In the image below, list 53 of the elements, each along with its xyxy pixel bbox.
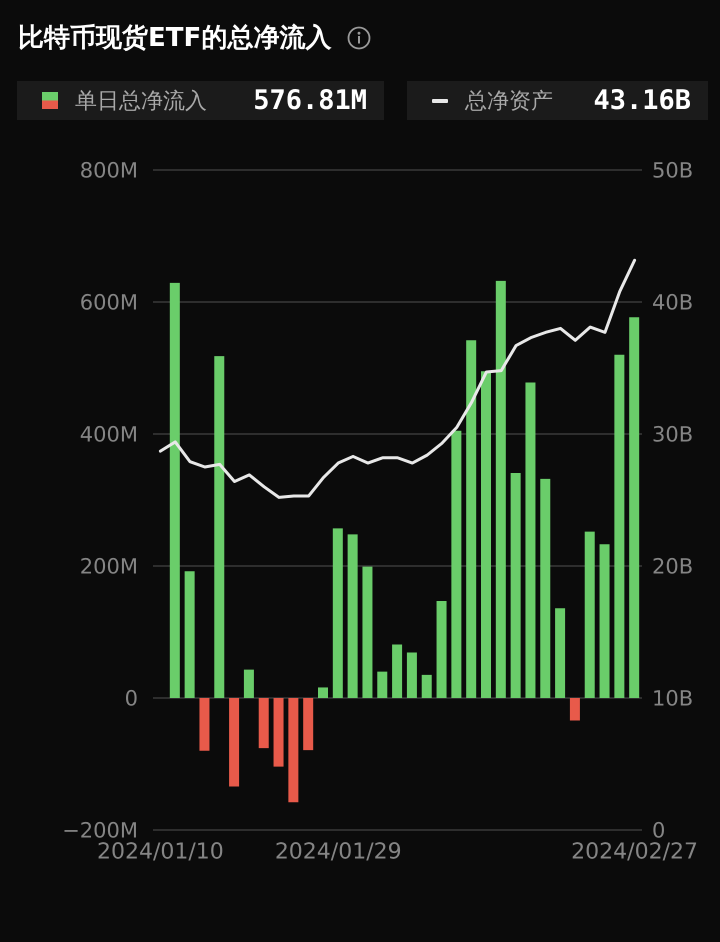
bar [436, 600, 447, 698]
bar [332, 528, 343, 698]
bar [600, 544, 610, 698]
bar [555, 608, 566, 698]
text: 43.16B [593, 85, 691, 116]
bar [406, 652, 417, 698]
bar [496, 280, 506, 698]
bar [422, 674, 432, 698]
bar [214, 356, 224, 698]
y2-tick-label: 50B [652, 158, 694, 182]
y2-tick-label: 30B [652, 422, 694, 446]
bar [258, 698, 269, 748]
y-tick-label: −200M [62, 818, 138, 842]
bar [510, 472, 521, 698]
y2-tick-label: 20B [652, 554, 694, 578]
chart-title: 比特币现货ETF的总净流入 [18, 22, 332, 54]
bar [540, 478, 550, 698]
y-tick-label: 200M [80, 554, 138, 578]
bar [362, 566, 372, 698]
y-tick-label: 600M [80, 290, 138, 314]
bar [199, 698, 210, 751]
y2-tick-label: 40B [652, 290, 694, 314]
bar [629, 317, 640, 698]
y2-tick-label: 10B [652, 686, 694, 710]
bar [451, 430, 462, 698]
bar [288, 698, 298, 802]
y-tick-label: 400M [80, 422, 138, 446]
text: 576.81M [253, 85, 367, 116]
bar [525, 382, 536, 698]
x-tick-label: 2024/01/29 [274, 840, 402, 865]
x-tick-label: 2024/01/10 [97, 840, 224, 865]
bar [229, 698, 240, 786]
legend-label: 单日总净流入 [75, 88, 207, 116]
bar [318, 687, 328, 698]
bar [466, 340, 476, 698]
y-tick-label: 800M [80, 158, 138, 182]
y-tick-label: 0 [124, 686, 138, 710]
bar [481, 371, 491, 698]
bar [274, 698, 284, 767]
legend-label: 总净资产 [465, 88, 553, 116]
bar [570, 698, 580, 720]
bar [170, 282, 180, 698]
line-series [158, 258, 636, 499]
bar [244, 670, 254, 698]
bar [348, 534, 358, 698]
bar [584, 532, 595, 698]
bar [303, 698, 314, 750]
x-tick-label: 2024/02/27 [571, 840, 698, 865]
bar [184, 571, 195, 698]
bar [614, 354, 624, 698]
bar [377, 672, 388, 698]
y2-tick-label: 0 [652, 818, 666, 842]
bar [392, 644, 402, 698]
